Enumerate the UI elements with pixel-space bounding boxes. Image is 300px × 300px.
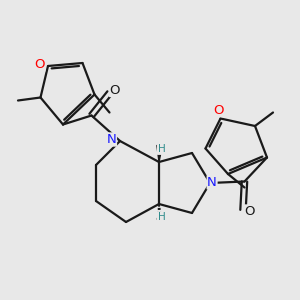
Text: H: H bbox=[158, 144, 165, 154]
Text: H: H bbox=[158, 212, 165, 222]
Text: O: O bbox=[214, 103, 224, 117]
Polygon shape bbox=[157, 146, 162, 162]
Text: O: O bbox=[244, 205, 255, 218]
Text: O: O bbox=[34, 58, 45, 71]
Text: O: O bbox=[110, 83, 120, 97]
Text: N: N bbox=[207, 176, 217, 189]
Text: N: N bbox=[107, 133, 116, 146]
